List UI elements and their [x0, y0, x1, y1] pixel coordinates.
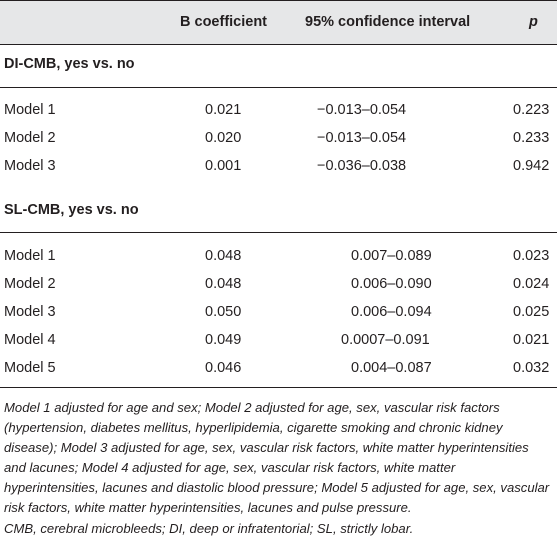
row-b: 0.020	[205, 130, 242, 146]
footnote-abbreviations: CMB, cerebral microbleeds; DI, deep or i…	[4, 520, 414, 536]
row-b: 0.021	[205, 102, 242, 118]
row-ci: 0.0007–0.091	[341, 332, 430, 348]
footnote-models: Model 1 adjusted for age and sex; Model …	[4, 400, 550, 516]
bottom-rule	[0, 387, 557, 388]
section-title-di-cmb: DI-CMB, yes vs. no	[4, 56, 135, 72]
row-p: 0.025	[513, 304, 550, 320]
row-b: 0.001	[205, 158, 242, 174]
table-footnote: Model 1 adjusted for age and sex; Model …	[4, 398, 552, 539]
row-label: Model 2	[4, 276, 56, 292]
header-p: p	[529, 14, 538, 30]
header-confidence-interval: 95% confidence interval	[305, 14, 471, 30]
header-b-coefficient: B coefficient	[180, 14, 268, 30]
row-label: Model 2	[4, 130, 56, 146]
row-p: 0.032	[513, 360, 550, 376]
row-p: 0.223	[513, 102, 550, 118]
top-rule	[0, 0, 557, 1]
row-ci: −0.013–0.054	[317, 130, 407, 146]
header-rule	[0, 44, 557, 45]
row-b: 0.048	[205, 276, 242, 292]
row-b: 0.049	[205, 332, 242, 348]
row-p: 0.024	[513, 276, 550, 292]
row-p: 0.233	[513, 130, 550, 146]
row-label: Model 5	[4, 360, 56, 376]
row-ci: −0.036–0.038	[317, 158, 407, 174]
section-rule-sl-cmb	[0, 232, 557, 233]
row-b: 0.050	[205, 304, 242, 320]
row-p: 0.023	[513, 248, 550, 264]
row-label: Model 1	[4, 102, 56, 118]
row-ci: 0.004–0.087	[351, 360, 432, 376]
row-label: Model 3	[4, 304, 56, 320]
row-ci: −0.013–0.054	[317, 102, 407, 118]
table-header	[0, 0, 557, 44]
row-b: 0.048	[205, 248, 242, 264]
row-p: 0.942	[513, 158, 550, 174]
row-ci: 0.006–0.094	[351, 304, 432, 320]
row-p: 0.021	[513, 332, 550, 348]
row-b: 0.046	[205, 360, 242, 376]
section-title-sl-cmb: SL-CMB, yes vs. no	[4, 202, 139, 218]
row-label: Model 3	[4, 158, 56, 174]
section-rule-di-cmb	[0, 87, 557, 88]
row-ci: 0.006–0.090	[351, 276, 432, 292]
row-ci: 0.007–0.089	[351, 248, 432, 264]
row-label: Model 4	[4, 332, 56, 348]
row-label: Model 1	[4, 248, 56, 264]
